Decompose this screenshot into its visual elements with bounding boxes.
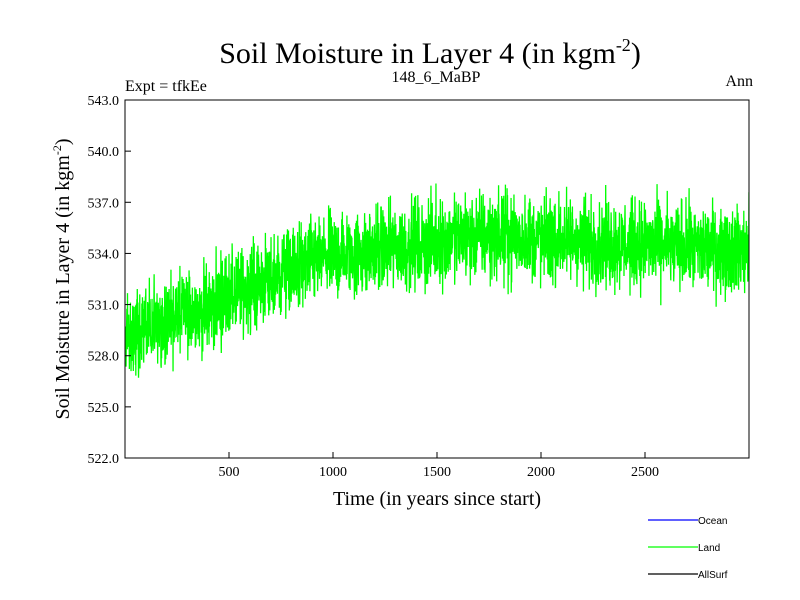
- legend-label-ocean: Ocean: [698, 516, 727, 527]
- y-axis-ticks: 522.0 525.0 528.0 531.0 534.0 537.0 540.0 543.0: [88, 94, 131, 467]
- legend: Ocean Land AllSurf: [648, 516, 728, 581]
- chart-title-sup: -2: [616, 35, 631, 55]
- y-axis-label-sup: -2: [50, 145, 64, 155]
- y-tick-label: 528.0: [88, 350, 120, 365]
- legend-label-allsurf: AllSurf: [698, 570, 728, 581]
- y-tick-label: 531.0: [88, 299, 120, 314]
- legend-label-land: Land: [698, 543, 720, 554]
- x-tick-label: 500: [219, 465, 240, 480]
- series-line-land: [125, 183, 749, 378]
- y-axis-label-end: ): [52, 138, 74, 145]
- x-tick-label: 1000: [319, 465, 347, 480]
- x-axis-ticks: 500 1000 1500 2000 2500: [219, 452, 659, 480]
- y-tick-label: 522.0: [88, 452, 120, 467]
- subtitle-right: Ann: [725, 73, 753, 90]
- x-tick-label: 2000: [527, 465, 555, 480]
- y-axis-label-main: Soil Moisture in Layer 4 (in kgm: [52, 155, 74, 420]
- x-tick-label: 1500: [423, 465, 451, 480]
- subtitle-center: 148_6_MaBP: [392, 69, 481, 86]
- y-axis-label: Soil Moisture in Layer 4 (in kgm-2): [50, 138, 74, 419]
- x-axis-label: Time (in years since start): [333, 488, 541, 510]
- chart-title: Soil Moisture in Layer 4 (in kgm-2): [219, 35, 641, 70]
- x-tick-label: 2500: [631, 465, 659, 480]
- chart-title-main: Soil Moisture in Layer 4 (in kgm: [219, 37, 616, 70]
- series-group: [125, 183, 749, 378]
- y-tick-label: 543.0: [88, 94, 120, 109]
- subtitle-left: Expt = tfkEe: [125, 78, 207, 95]
- y-tick-label: 525.0: [88, 401, 120, 416]
- chart-title-end: ): [631, 37, 641, 70]
- y-tick-label: 540.0: [88, 145, 120, 160]
- y-tick-label: 534.0: [88, 247, 120, 262]
- y-tick-label: 537.0: [88, 196, 120, 211]
